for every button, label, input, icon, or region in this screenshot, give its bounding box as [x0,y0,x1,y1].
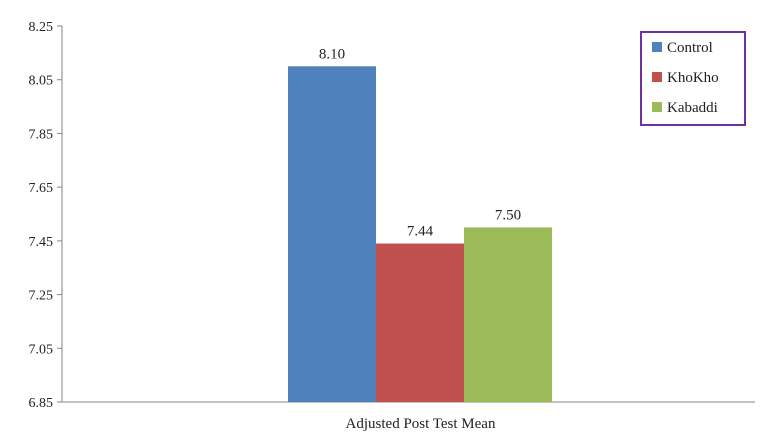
data-label-khokho: 7.44 [407,224,434,240]
y-tick-label: 7.85 [29,127,54,142]
legend-swatch-control [652,42,662,52]
y-tick-label: 7.45 [29,235,54,250]
y-tick-label: 7.25 [29,289,54,304]
legend-label-control: Control [667,40,713,56]
legend: Control KhoKho Kabaddi [640,31,746,126]
bar-khokho [376,243,464,402]
legend-label-khokho: KhoKho [667,70,719,86]
x-category-label: Adjusted Post Test Mean [346,416,496,432]
axes: 8.25 8.05 7.85 7.65 7.45 7.25 7.05 6.85 Adjusted… [29,20,755,432]
data-label-kabaddi: 7.50 [495,207,521,223]
bar-control [288,66,376,403]
y-tick-label: 8.05 [29,74,54,89]
y-tick-label: 7.65 [29,181,54,196]
y-tick-label: 6.85 [29,396,54,411]
bar-kabaddi [464,227,552,402]
bars [288,66,552,403]
legend-swatch-khokho [652,72,662,82]
data-label-control: 8.10 [319,46,345,62]
y-tick-label: 8.25 [29,20,54,35]
legend-swatch-kabaddi [652,102,662,112]
legend-label-kabaddi: Kabaddi [667,100,718,116]
y-tick-label: 7.05 [29,342,54,357]
data-labels: 8.10 7.44 7.50 [319,46,521,239]
